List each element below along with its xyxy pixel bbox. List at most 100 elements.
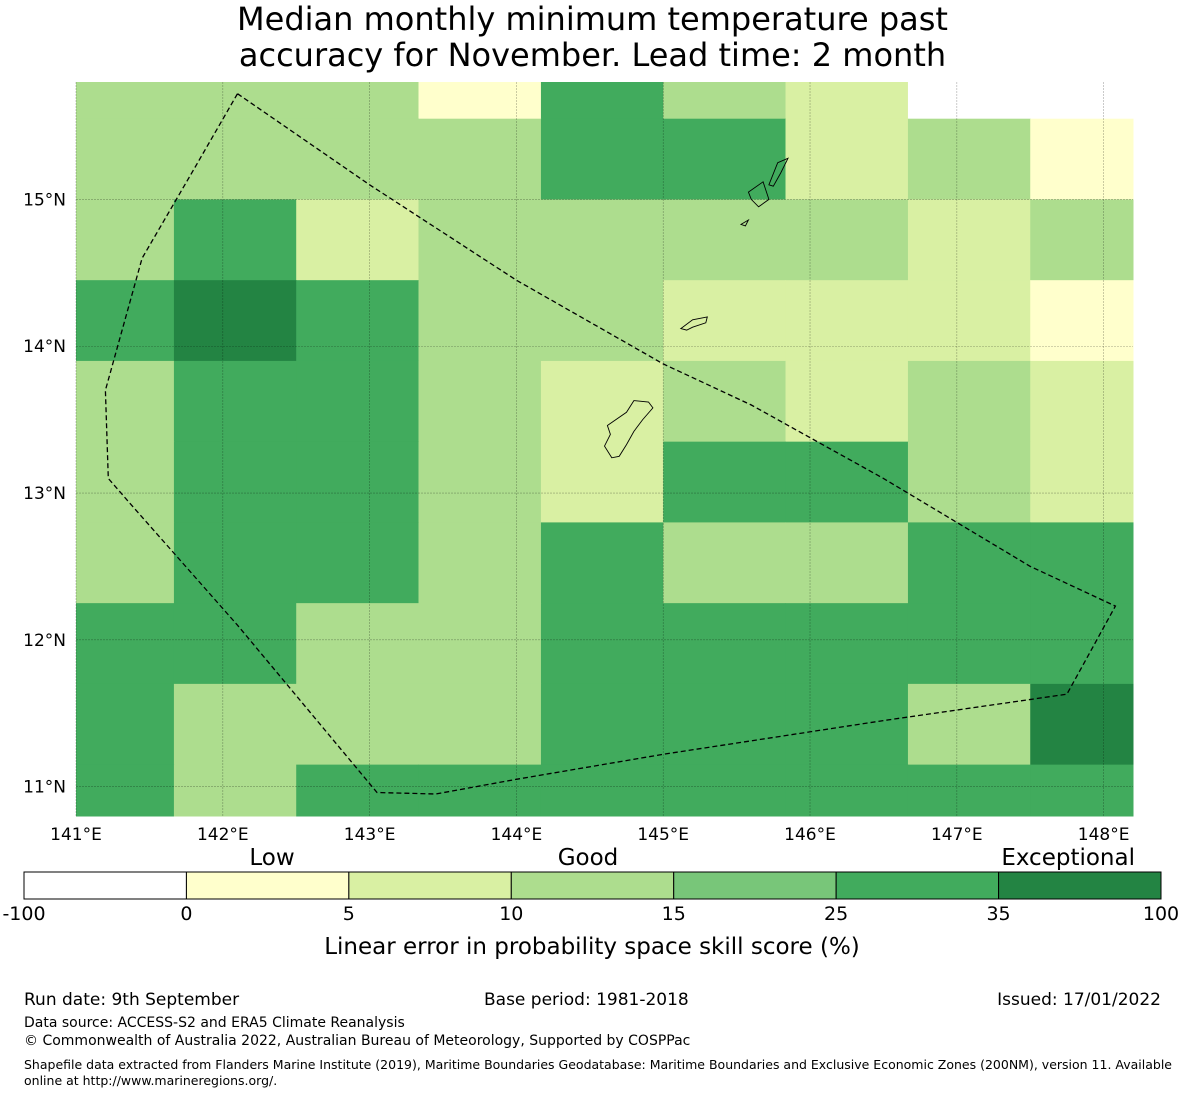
heatmap-cell xyxy=(76,603,175,685)
island-outline xyxy=(747,181,770,208)
colorbar-segment xyxy=(998,871,1162,900)
heatmap-cell xyxy=(296,683,419,766)
heatmap-cell xyxy=(1030,522,1134,604)
heatmap-cell xyxy=(785,360,909,443)
heatmap-cell xyxy=(173,199,297,281)
heatmap-cell xyxy=(1030,603,1134,685)
eez-boundary xyxy=(104,93,1117,795)
heatmap-cell xyxy=(663,82,787,120)
heatmap-cell xyxy=(418,522,542,604)
heatmap-cell xyxy=(785,522,909,604)
colorbar-tick-label: 100 xyxy=(1143,903,1179,925)
heatmap-cell xyxy=(76,764,175,817)
run-date: Run date: 9th September xyxy=(24,990,240,1010)
heatmap-cell xyxy=(296,522,419,604)
heatmap-cell xyxy=(1030,683,1134,766)
colorbar-tick-label: 0 xyxy=(180,903,192,925)
heatmap-cell xyxy=(173,683,297,766)
heatmap-cell xyxy=(173,280,297,362)
x-tick-label: 148°E xyxy=(1078,825,1130,845)
heatmap-cell xyxy=(663,522,787,604)
x-tick-label: 146°E xyxy=(784,825,836,845)
heatmap-cell xyxy=(907,441,1031,523)
x-tick-label: 144°E xyxy=(491,825,543,845)
x-tick-label: 142°E xyxy=(197,825,249,845)
heatmap-cell xyxy=(76,199,175,281)
heatmap-cell xyxy=(907,764,1031,817)
heatmap-cell xyxy=(418,441,542,523)
heatmap-cell xyxy=(418,118,542,200)
island-outline xyxy=(679,316,708,331)
heatmap-cell xyxy=(785,683,909,766)
heatmap-cell xyxy=(173,118,297,200)
heatmap-cell xyxy=(1030,441,1134,523)
y-tick-label: 15°N xyxy=(23,190,66,210)
heatmap-cell xyxy=(173,603,297,685)
colorbar-tick-label: 25 xyxy=(824,903,848,925)
heatmap-cell xyxy=(76,82,175,120)
island-outline xyxy=(739,218,750,227)
heatmap-cell xyxy=(540,683,664,766)
colorbar-title: Linear error in probability space skill … xyxy=(324,934,860,960)
heatmap-cell xyxy=(76,360,175,443)
heatmap-cells xyxy=(76,82,1134,817)
issued-date: Issued: 17/01/2022 xyxy=(997,990,1161,1010)
colorbar: -100 0 5 10 15 25 35 100 Low Good Exceptional Linea… xyxy=(2,845,1179,960)
heatmap-cell xyxy=(540,82,664,120)
heatmap-cell xyxy=(785,82,909,120)
heatmap-cell xyxy=(663,764,787,817)
base-period: Base period: 1981-2018 xyxy=(484,990,689,1010)
heatmap-cell xyxy=(663,441,787,523)
colorbar-segment xyxy=(348,871,512,900)
colorbar-tick-label: 10 xyxy=(499,903,523,925)
heatmap-cell xyxy=(418,199,542,281)
island-outline xyxy=(768,157,789,187)
heatmap-cell xyxy=(296,199,419,281)
heatmap-cell xyxy=(540,764,664,817)
y-tick-label: 11°N xyxy=(23,778,66,798)
copyright: © Commonwealth of Australia 2022, Austra… xyxy=(24,1033,691,1049)
heatmap-cell xyxy=(907,118,1031,200)
heatmap-cell xyxy=(540,441,664,523)
heatmap-cell xyxy=(540,603,664,685)
heatmap-cell xyxy=(76,683,175,766)
axis-ticks: 141°E 142°E 143°E 144°E 145°E 146°E 147°E 148°E… xyxy=(23,190,1129,845)
colorbar-segment xyxy=(510,871,675,900)
heatmap-cell xyxy=(907,82,1031,120)
colorbar-category-label: Exceptional xyxy=(1001,845,1135,871)
heatmap-cell xyxy=(173,522,297,604)
heatmap-cell xyxy=(418,603,542,685)
heatmap-cell xyxy=(418,280,542,362)
heatmap-cell xyxy=(296,764,419,817)
gridlines xyxy=(75,82,1133,816)
heatmap-cell xyxy=(418,360,542,443)
heatmap-cell xyxy=(1030,82,1134,120)
heatmap-cell xyxy=(296,603,419,685)
heatmap-cell xyxy=(173,441,297,523)
colorbar-segment xyxy=(673,871,837,900)
heatmap-cell xyxy=(907,280,1031,362)
heatmap-cell xyxy=(76,441,175,523)
shapefile-credit: Shapefile data extracted from Flanders M… xyxy=(24,1057,1172,1088)
colorbar-category-label: Low xyxy=(249,845,294,871)
heatmap-cell xyxy=(663,683,787,766)
heatmap-cell xyxy=(418,764,542,817)
chart-title-line-2: accuracy for November. Lead time: 2 mont… xyxy=(238,36,947,74)
heatmap-cell xyxy=(418,82,542,120)
colorbar-tick-label: 35 xyxy=(986,903,1010,925)
colorbar-segment xyxy=(23,871,187,900)
colorbar-category-label: Good xyxy=(558,845,619,871)
heatmap-cell xyxy=(540,522,664,604)
heatmap-cell xyxy=(907,683,1031,766)
islands xyxy=(603,157,789,459)
heatmap-cell xyxy=(1030,199,1134,281)
heatmap-cell xyxy=(173,82,297,120)
x-tick-label: 141°E xyxy=(50,825,102,845)
heatmap-cell xyxy=(76,118,175,200)
heatmap-cell xyxy=(663,603,787,685)
heatmap-cell xyxy=(1030,280,1134,362)
colorbar-tick-label: 15 xyxy=(662,903,686,925)
heatmap-cell xyxy=(785,199,909,281)
x-tick-label: 143°E xyxy=(344,825,396,845)
island-outline xyxy=(603,400,654,459)
